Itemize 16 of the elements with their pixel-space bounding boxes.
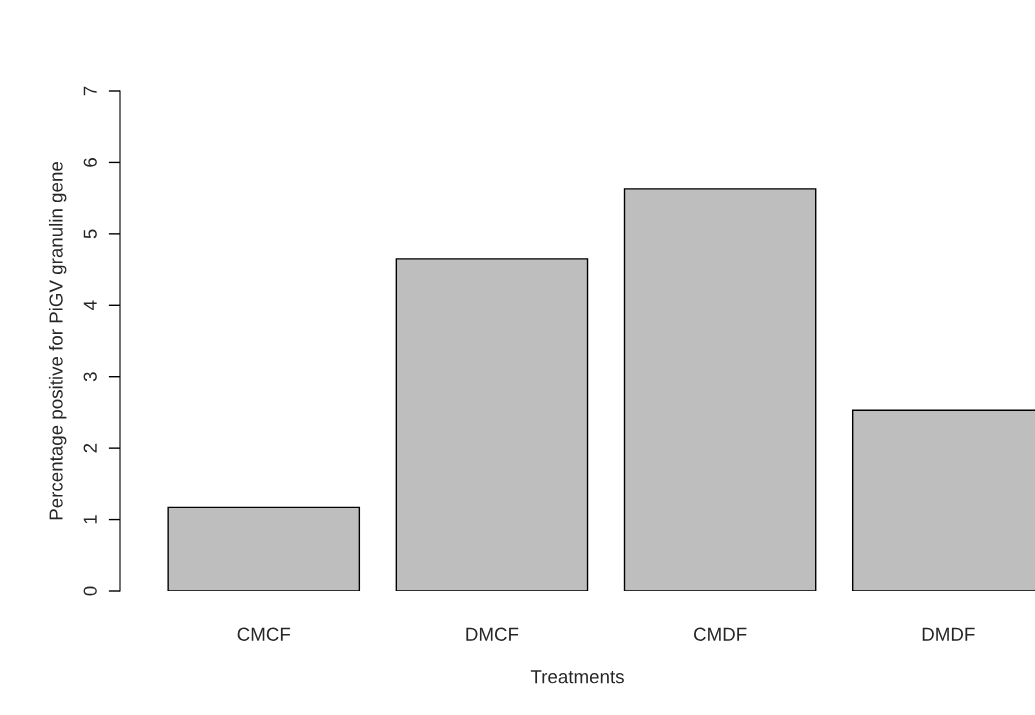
- bar: [167, 506, 361, 591]
- y-tick-label: 7: [83, 86, 97, 96]
- y-axis-title: Percentage positive for PiGV granulin gene: [48, 162, 67, 520]
- y-tick-label: 5: [83, 229, 97, 239]
- x-tick-label: DMCF: [466, 627, 519, 641]
- x-tick-label: DMDF: [922, 627, 975, 641]
- y-tick-label: 0: [83, 586, 97, 596]
- x-axis-title: Treatments: [530, 670, 624, 684]
- y-tick-label: 2: [83, 443, 97, 453]
- y-tick-label: 6: [83, 158, 97, 167]
- y-tick-label: 3: [83, 372, 97, 382]
- x-tick-label: CMDF: [693, 627, 747, 641]
- x-tick-label: CMCF: [237, 627, 291, 641]
- y-tick-label: 4: [83, 300, 97, 311]
- bar: [395, 258, 589, 591]
- y-tick-label: 1: [83, 515, 97, 524]
